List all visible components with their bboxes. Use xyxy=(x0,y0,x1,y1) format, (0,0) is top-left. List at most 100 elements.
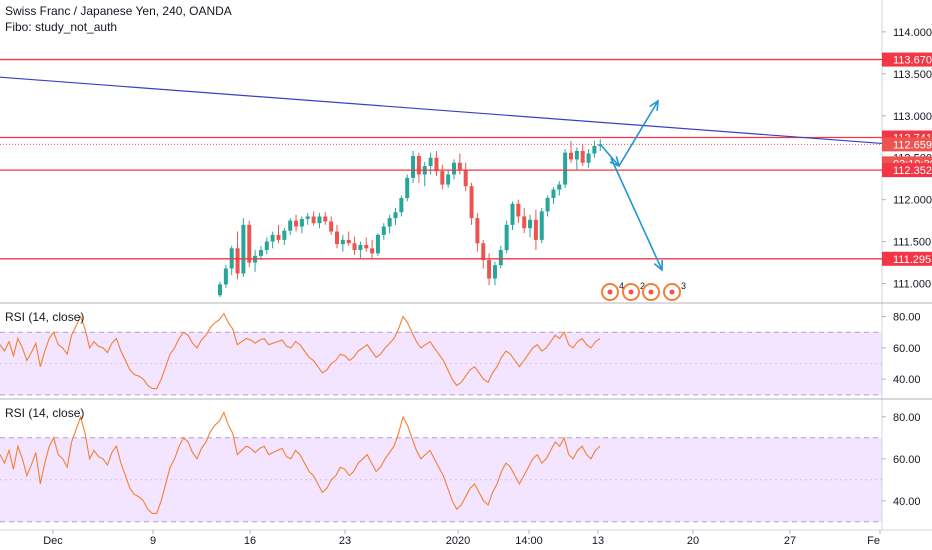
forecast-arrow-down[interactable] xyxy=(610,157,663,271)
candle-body[interactable] xyxy=(446,174,451,185)
candle-body[interactable] xyxy=(305,216,310,219)
candle-body[interactable] xyxy=(475,218,480,244)
rsi-tick-label: 80.00 xyxy=(893,312,921,324)
candle-body[interactable] xyxy=(393,212,398,219)
price-tick-label: 111.500 xyxy=(893,237,931,249)
candle-body[interactable] xyxy=(492,265,497,279)
candle-body[interactable] xyxy=(487,260,492,279)
candle-body[interactable] xyxy=(481,243,486,261)
candle-body[interactable] xyxy=(557,184,562,190)
trendline[interactable] xyxy=(0,76,883,145)
rsi-tick-label: 60.00 xyxy=(893,454,921,466)
candle-body[interactable] xyxy=(516,203,521,217)
candle-body[interactable] xyxy=(264,241,269,250)
forecast-arrow-down-lead[interactable] xyxy=(599,143,620,167)
candle-body[interactable] xyxy=(416,156,421,175)
forecast-arrow-up-head xyxy=(649,99,659,112)
candle-body[interactable] xyxy=(282,230,287,240)
candle-body[interactable] xyxy=(370,248,375,254)
candle-body[interactable] xyxy=(381,226,386,235)
candle-body[interactable] xyxy=(270,234,275,242)
wave-dot xyxy=(669,289,675,295)
candle-body[interactable] xyxy=(387,218,392,227)
candle-body[interactable] xyxy=(299,218,304,227)
candle-body[interactable] xyxy=(335,231,339,245)
candle-body[interactable] xyxy=(545,197,550,212)
candle-body[interactable] xyxy=(539,211,544,240)
rsi-legend-1[interactable]: RSI (14, close) xyxy=(5,310,85,324)
candle-body[interactable] xyxy=(510,203,515,225)
candle-body[interactable] xyxy=(522,216,527,229)
wave-dot xyxy=(607,289,613,295)
candle-body[interactable] xyxy=(235,248,240,274)
candle-body[interactable] xyxy=(574,151,579,160)
candle-body[interactable] xyxy=(428,157,433,167)
candle-body[interactable] xyxy=(375,234,380,254)
wave-dot xyxy=(628,289,634,295)
price-label-box[interactable] xyxy=(882,52,932,67)
candle-body[interactable] xyxy=(533,219,538,240)
price-label-box[interactable] xyxy=(882,163,932,178)
candle-body[interactable] xyxy=(580,151,585,163)
candle-body[interactable] xyxy=(294,220,299,227)
rsi-tick-label: 80.00 xyxy=(893,412,921,424)
price-pane[interactable] xyxy=(218,139,603,297)
candle-body[interactable] xyxy=(592,145,597,154)
candle-body[interactable] xyxy=(364,244,369,249)
price-label-box[interactable] xyxy=(882,137,932,152)
candle-body[interactable] xyxy=(551,189,556,198)
candle-body[interactable] xyxy=(218,284,222,296)
candle-body[interactable] xyxy=(258,249,263,256)
candle-body[interactable] xyxy=(317,216,322,224)
drawings[interactable]: 4 2 3 xyxy=(0,58,883,301)
candle-body[interactable] xyxy=(463,169,468,187)
price-tick-label: 111.000 xyxy=(893,279,931,291)
candle-body[interactable] xyxy=(247,224,252,263)
candle-body[interactable] xyxy=(340,239,345,245)
candle-body[interactable] xyxy=(528,219,533,229)
rsi-tick-label: 40.00 xyxy=(893,374,921,386)
candle-body[interactable] xyxy=(288,220,293,231)
candle-body[interactable] xyxy=(452,162,456,175)
candle-body[interactable] xyxy=(411,156,416,178)
candle-body[interactable] xyxy=(399,197,404,213)
study-title[interactable]: Fibo: study_not_auth xyxy=(5,20,118,34)
time-axis-label: 16 xyxy=(244,535,256,547)
candle-body[interactable] xyxy=(223,268,228,285)
candle-body[interactable] xyxy=(434,157,439,172)
candle-body[interactable] xyxy=(498,249,503,266)
wave-label: 4 xyxy=(619,281,624,291)
symbol-title[interactable]: Swiss Franc / Japanese Yen, 240, OANDA xyxy=(5,4,232,18)
candle-body[interactable] xyxy=(276,234,281,240)
candle-body[interactable] xyxy=(358,244,363,250)
candle-body[interactable] xyxy=(586,153,591,163)
forecast-arrow-down-head xyxy=(653,259,664,272)
price-label-text: 112.659 xyxy=(893,139,932,151)
candle-body[interactable] xyxy=(346,239,351,244)
candle-body[interactable] xyxy=(469,186,474,219)
wave-label: 2 xyxy=(640,281,645,291)
candle-body[interactable] xyxy=(352,243,357,250)
candle-body[interactable] xyxy=(241,224,246,274)
rsi-line[interactable] xyxy=(0,411,601,514)
rsi-tick-label: 40.00 xyxy=(893,496,921,508)
candle-body[interactable] xyxy=(405,177,410,198)
forecast-arrow-up[interactable] xyxy=(618,100,659,167)
candle-body[interactable] xyxy=(311,216,316,224)
rsi-pane-1[interactable] xyxy=(0,312,882,396)
rsi-line[interactable] xyxy=(0,312,601,390)
price-tick-label: 113.500 xyxy=(893,69,932,81)
candle-body[interactable] xyxy=(569,152,573,160)
candle-body[interactable] xyxy=(440,171,445,185)
wave-label: 3 xyxy=(681,281,686,291)
rsi-legend-2[interactable]: RSI (14, close) xyxy=(5,406,85,420)
candle-body[interactable] xyxy=(323,216,328,222)
candle-body[interactable] xyxy=(457,162,462,170)
candle-body[interactable] xyxy=(329,221,334,232)
candle-body[interactable] xyxy=(504,224,509,250)
rsi-pane-2[interactable] xyxy=(0,411,882,523)
price-label-box[interactable] xyxy=(882,251,932,266)
candle-body[interactable] xyxy=(563,152,568,185)
time-axis-label: 27 xyxy=(784,535,796,547)
